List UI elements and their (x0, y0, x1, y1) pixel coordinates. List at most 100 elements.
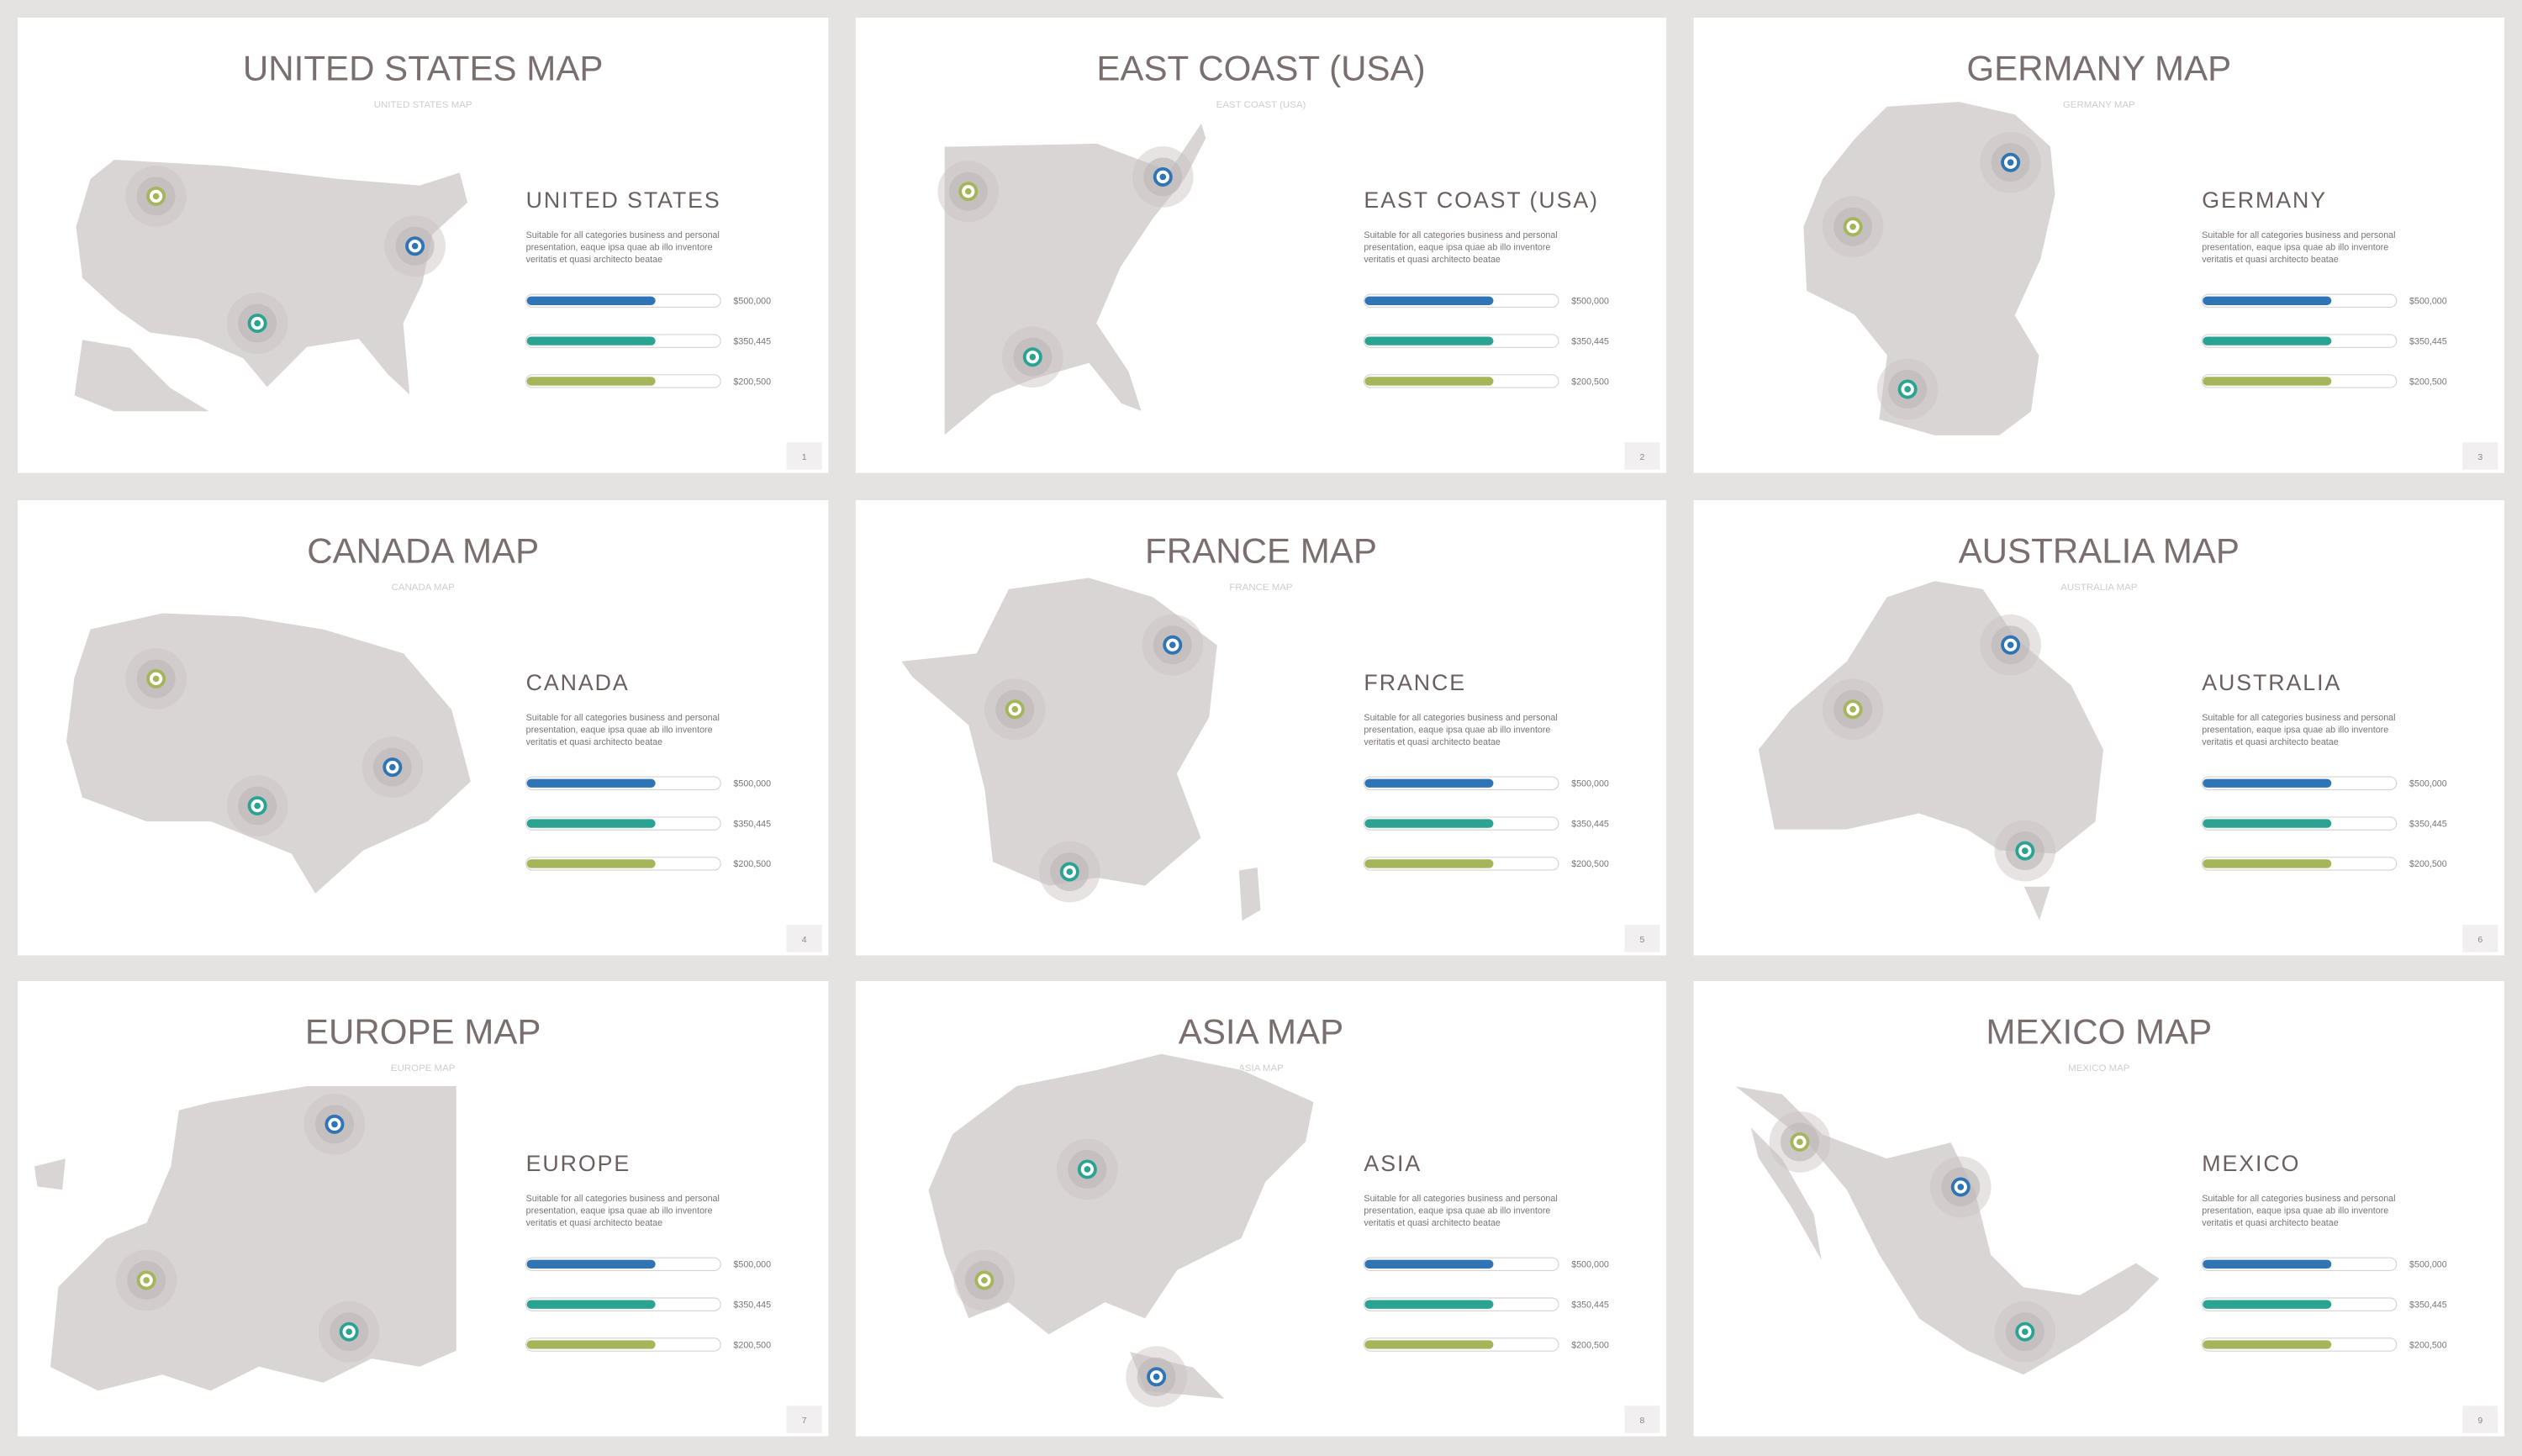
slide-subtitle: AUSTRALIA MAP (2060, 583, 2137, 593)
progress-label: $200,500 (733, 859, 771, 869)
slide-title: GERMANY MAP (1966, 49, 2231, 88)
progress-label: $500,000 (733, 779, 771, 789)
description-line: presentation, eaque ipsa quae ab illo in… (526, 243, 713, 253)
description-line: veritatis et quasi architecto beatae (2202, 255, 2338, 265)
progress-label: $200,500 (1571, 1340, 1609, 1350)
pin-dot (389, 763, 396, 771)
progress-label: $200,500 (1571, 859, 1609, 869)
progress-label: $500,000 (733, 297, 771, 307)
progress-fill (526, 336, 656, 346)
page-number-box (1624, 442, 1660, 470)
progress-fill (1364, 1340, 1494, 1349)
pin-dot (1084, 1166, 1091, 1173)
progress-fill (1364, 1300, 1494, 1309)
description-line: veritatis et quasi architecto beatae (1364, 737, 1500, 747)
slide: EAST COAST (USA) EAST COAST (USA) EAST COA… (855, 18, 1667, 473)
progress-label: $350,445 (733, 819, 771, 829)
progress-label: $350,445 (733, 1300, 771, 1310)
progress-label: $350,445 (2409, 1300, 2447, 1310)
slide-title: EUROPE MAP (305, 1012, 541, 1052)
pin-dot (143, 1277, 150, 1284)
progress-fill (1364, 1259, 1494, 1269)
slide-subtitle: UNITED STATES MAP (374, 100, 472, 110)
slide-title: MEXICO MAP (1986, 1012, 2212, 1052)
page-number-box (786, 925, 822, 952)
pin-dot (1849, 705, 1856, 713)
progress-label: $500,000 (2409, 779, 2447, 789)
slide-title: AUSTRALIA MAP (1959, 531, 2240, 571)
description-line: presentation, eaque ipsa quae ab illo in… (1364, 1206, 1550, 1216)
pin-dot (1153, 1373, 1160, 1380)
page-number-box (1624, 1406, 1660, 1433)
description-line: Suitable for all categories business and… (526, 230, 720, 240)
pin-dot (964, 187, 972, 195)
slide-subtitle: CANADA MAP (392, 583, 456, 593)
map-region (1237, 866, 1262, 923)
page-number-box (1624, 925, 1660, 952)
slide-subtitle: ASIA MAP (1238, 1063, 1284, 1074)
description-line: presentation, eaque ipsa quae ab illo in… (2202, 725, 2388, 735)
map (73, 158, 469, 413)
progress-fill (526, 819, 656, 828)
slide-subtitle: FRANCE MAP (1229, 583, 1293, 593)
map (927, 1052, 1315, 1408)
region-heading: AUSTRALIA (2202, 670, 2341, 695)
progress-fill (1364, 819, 1494, 828)
description-line: veritatis et quasi architecto beatae (1364, 1218, 1500, 1228)
slide-title: UNITED STATES MAP (243, 49, 604, 88)
page-number: 2 (1640, 452, 1645, 462)
progress-label: $200,500 (733, 1340, 771, 1350)
map (937, 121, 1207, 437)
slide-background (1693, 981, 2504, 1437)
pin-dot (1957, 1184, 1965, 1190)
pin-dot (1029, 353, 1037, 361)
region-heading: UNITED STATES (526, 187, 721, 213)
map (1733, 1084, 2161, 1376)
slide: MEXICO MAP MEXICO MAP MEXICO Suitable for a… (1693, 981, 2504, 1437)
description-line: Suitable for all categories business and… (2202, 230, 2395, 240)
map-region (75, 158, 469, 398)
region-heading: CANADA (526, 670, 630, 695)
description-line: Suitable for all categories business and… (1364, 713, 1557, 723)
region-heading: EAST COAST (USA) (1364, 187, 1599, 213)
slide-subtitle: MEXICO MAP (2068, 1063, 2130, 1074)
progress-label: $500,000 (733, 1260, 771, 1270)
pin-dot (1066, 868, 1074, 875)
slide: AUSTRALIA MAP AUSTRALIA MAP AUSTRALIA Suita… (1693, 500, 2504, 956)
progress-label: $200,500 (2409, 377, 2447, 387)
progress-fill (2203, 1340, 2332, 1349)
slide-title: EAST COAST (USA) (1096, 49, 1425, 88)
pin-dot (1011, 705, 1019, 713)
pin-dot (1904, 386, 1911, 393)
pin-dot (254, 319, 261, 327)
description-line: veritatis et quasi architecto beatae (526, 737, 662, 747)
progress-fill (2203, 377, 2332, 386)
pin-dot (411, 242, 419, 250)
slide: GERMANY MAP GERMANY MAP GERMANY Suitable fo… (1693, 18, 2504, 473)
map-region (1802, 100, 2056, 437)
pin-dot (152, 193, 160, 200)
description-line: presentation, eaque ipsa quae ab illo in… (2202, 243, 2388, 253)
page-number-box (786, 1406, 822, 1433)
pin-dot (1169, 641, 1176, 649)
description-line: presentation, eaque ipsa quae ab illo in… (2202, 1206, 2388, 1216)
progress-label: $500,000 (1571, 779, 1609, 789)
description-line: veritatis et quasi architecto beatae (526, 1218, 662, 1228)
slide: ASIA MAP ASIA MAP ASIA Suitable for all cat… (855, 981, 1667, 1437)
map-region (943, 121, 1207, 437)
slide: CANADA MAP CANADA MAP CANADA Suitable for a… (18, 500, 829, 956)
page-number-box (786, 442, 822, 470)
pin-dot (346, 1328, 353, 1336)
region-heading: EUROPE (526, 1151, 631, 1176)
slide-title: CANADA MAP (307, 531, 539, 571)
slide: UNITED STATES MAP UNITED STATES MAP UNITED… (18, 18, 829, 473)
progress-label: $500,000 (1571, 1260, 1609, 1270)
progress-label: $200,500 (1571, 377, 1609, 387)
pin-dot (254, 802, 261, 810)
map-region (927, 1052, 1315, 1336)
map-region (1733, 1084, 2161, 1376)
description-line: presentation, eaque ipsa quae ab illo in… (526, 725, 713, 735)
progress-fill (1364, 296, 1494, 305)
slide: FRANCE MAP FRANCE MAP FRANCE Suitable for a… (855, 500, 1667, 956)
